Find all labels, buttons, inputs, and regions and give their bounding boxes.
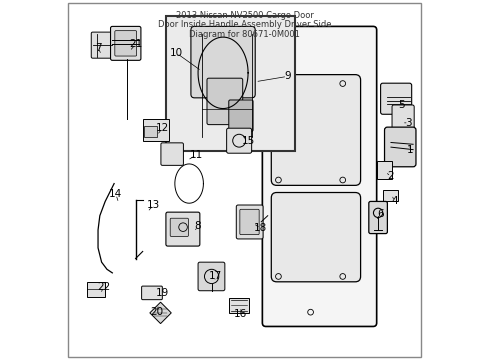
Text: 8: 8 xyxy=(194,221,201,231)
FancyBboxPatch shape xyxy=(142,286,162,300)
FancyBboxPatch shape xyxy=(165,212,200,246)
FancyBboxPatch shape xyxy=(170,218,188,237)
FancyBboxPatch shape xyxy=(161,143,183,165)
Text: Diagram for 80671-0M001: Diagram for 80671-0M001 xyxy=(189,30,299,39)
Text: 17: 17 xyxy=(209,271,222,282)
Text: 12: 12 xyxy=(155,123,169,133)
FancyBboxPatch shape xyxy=(91,32,114,58)
Text: 5: 5 xyxy=(398,100,404,110)
FancyBboxPatch shape xyxy=(110,26,141,60)
Text: 15: 15 xyxy=(241,136,254,146)
FancyBboxPatch shape xyxy=(368,202,386,234)
Text: 22: 22 xyxy=(97,282,110,292)
Text: 7: 7 xyxy=(95,43,101,53)
Bar xyxy=(229,298,248,313)
Text: 9: 9 xyxy=(284,71,290,81)
Text: Door Inside Handle Assembly Driver Side: Door Inside Handle Assembly Driver Side xyxy=(158,21,330,30)
Text: 21: 21 xyxy=(129,39,142,49)
Bar xyxy=(377,161,391,179)
FancyBboxPatch shape xyxy=(271,75,360,185)
Bar xyxy=(144,126,157,137)
Text: 4: 4 xyxy=(390,197,397,206)
FancyBboxPatch shape xyxy=(226,128,251,153)
Text: 3: 3 xyxy=(405,118,411,128)
Polygon shape xyxy=(149,302,171,324)
FancyBboxPatch shape xyxy=(228,100,253,131)
FancyBboxPatch shape xyxy=(380,83,411,114)
Text: 2: 2 xyxy=(387,171,393,181)
Text: 1: 1 xyxy=(407,145,413,155)
FancyBboxPatch shape xyxy=(391,105,413,130)
Text: 16: 16 xyxy=(234,309,247,319)
Text: 14: 14 xyxy=(109,189,122,199)
Text: 18: 18 xyxy=(253,223,266,233)
FancyBboxPatch shape xyxy=(236,205,263,239)
FancyBboxPatch shape xyxy=(262,26,376,327)
FancyBboxPatch shape xyxy=(115,31,136,56)
FancyBboxPatch shape xyxy=(384,127,415,167)
FancyBboxPatch shape xyxy=(271,193,360,282)
Text: 20: 20 xyxy=(150,307,163,317)
Bar xyxy=(382,190,397,201)
Bar xyxy=(142,119,169,141)
Text: 10: 10 xyxy=(170,48,183,58)
Text: 2013 Nissan NV2500 Cargo Door: 2013 Nissan NV2500 Cargo Door xyxy=(175,11,313,20)
Bar xyxy=(86,282,105,297)
FancyBboxPatch shape xyxy=(206,78,242,125)
FancyBboxPatch shape xyxy=(240,209,259,235)
FancyBboxPatch shape xyxy=(198,262,224,291)
FancyBboxPatch shape xyxy=(190,26,255,98)
Text: 13: 13 xyxy=(146,200,160,210)
Text: 11: 11 xyxy=(189,150,203,160)
Bar xyxy=(165,16,294,152)
Text: 6: 6 xyxy=(376,209,383,219)
Text: 19: 19 xyxy=(155,288,169,297)
